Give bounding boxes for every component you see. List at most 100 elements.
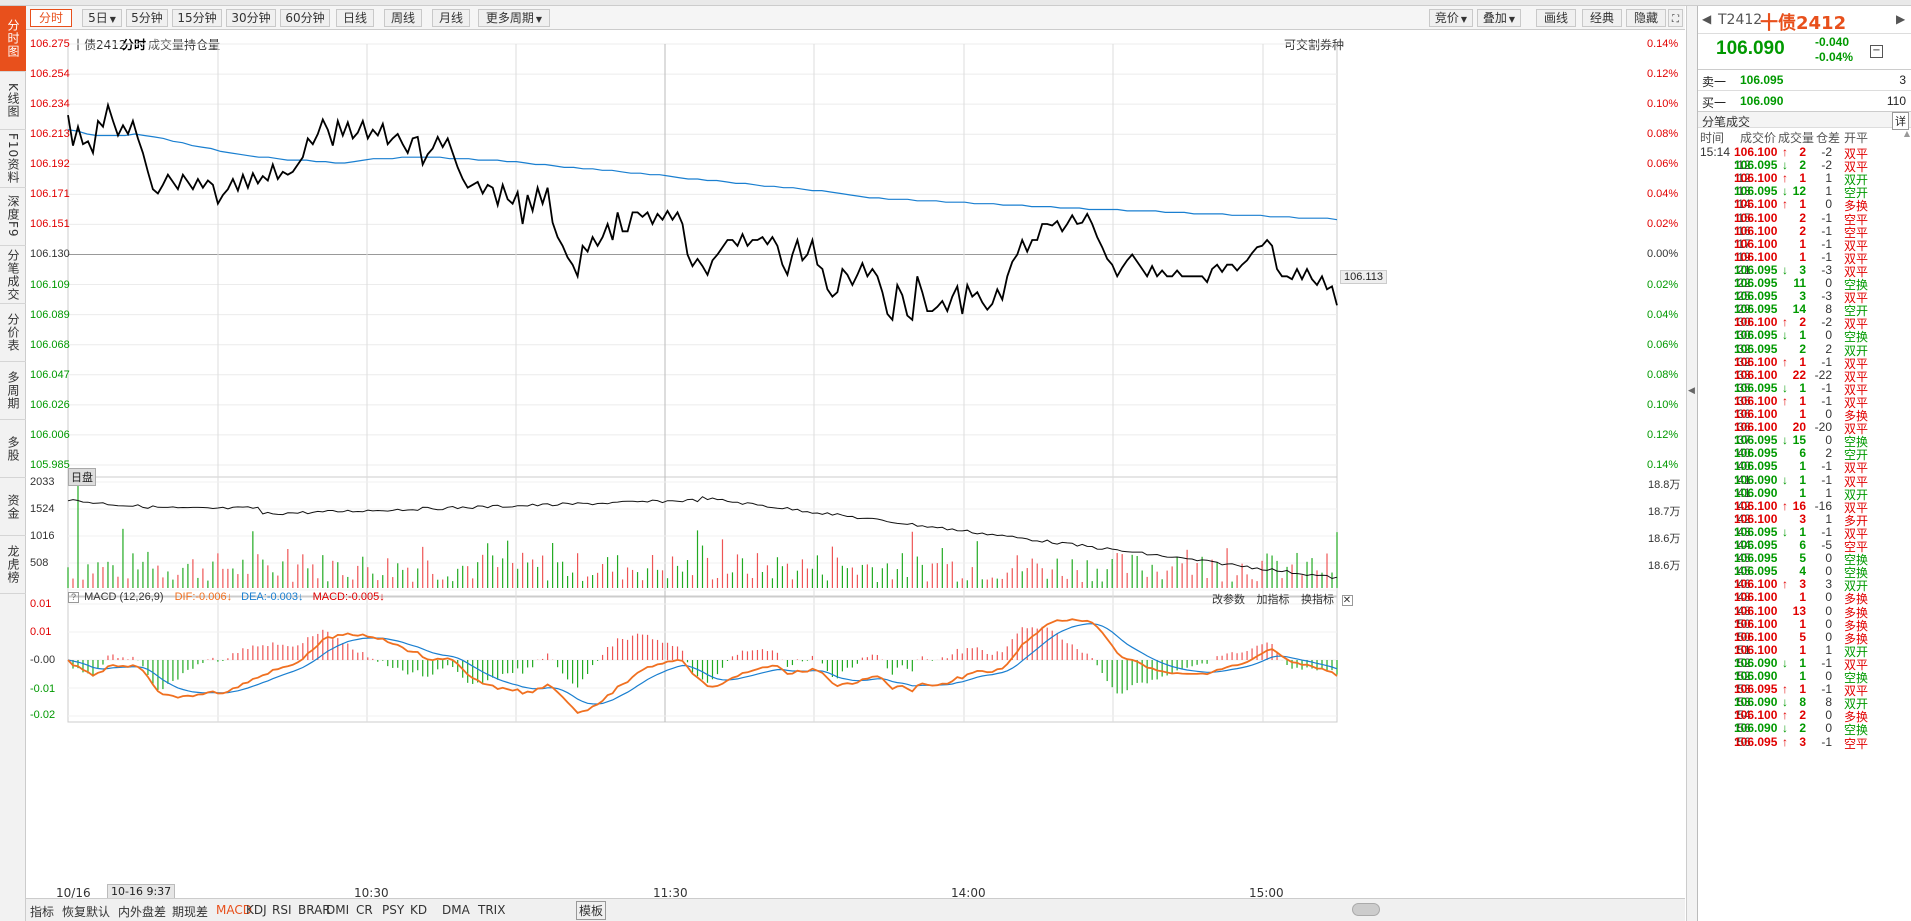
tick-row[interactable]: :12 106.100 ↑ 1 1 双开 xyxy=(1698,170,1911,187)
tick-row[interactable]: :42 106.100 3 1 多开 xyxy=(1698,511,1911,528)
fullscreen-button[interactable]: ⛶ xyxy=(1668,9,1683,27)
tick-row[interactable]: :13 106.095 ↓ 12 1 空开 xyxy=(1698,183,1911,200)
indicator-tab[interactable]: MACD xyxy=(216,903,252,917)
add-indicator-button[interactable]: 加指标 xyxy=(1256,593,1290,606)
panel-splitter[interactable]: ◀ xyxy=(1686,6,1697,921)
tab-volume[interactable]: 成交量 xyxy=(148,38,185,52)
help-icon[interactable]: ? xyxy=(68,592,79,603)
tick-row[interactable]: :36 106.100 20 -20 双平 xyxy=(1698,419,1911,436)
tick-row[interactable]: 15:14 106.100 ↑ 2 -2 双平 xyxy=(1698,144,1911,161)
tick-row[interactable]: :33 106.100 22 -22 双平 xyxy=(1698,367,1911,384)
tick-row[interactable]: :25 106.095 3 -3 双平 xyxy=(1698,288,1911,305)
indicator-tab[interactable]: 恢复默认 xyxy=(62,905,111,919)
close-icon[interactable]: ✕ xyxy=(1341,595,1353,606)
indicator-tab[interactable]: BRAR xyxy=(298,903,331,917)
tick-row[interactable]: :29 106.095 14 8 空开 xyxy=(1698,301,1911,318)
indicator-tab[interactable]: RSI xyxy=(272,903,292,917)
edit-params-button[interactable]: 改参数 xyxy=(1212,593,1245,606)
indicator-tab[interactable]: TRIX xyxy=(478,903,506,917)
tick-row[interactable]: :45 106.095 5 0 空换 xyxy=(1698,550,1911,567)
next-symbol-icon[interactable]: ▶ xyxy=(1896,12,1906,26)
tick-row[interactable]: :35 106.095 ↓ 1 -1 双平 xyxy=(1698,380,1911,397)
period-button[interactable]: 分时 xyxy=(30,9,72,27)
period-button[interactable]: 日线 xyxy=(336,9,374,27)
tick-row[interactable]: :30 106.100 ↑ 2 -2 双平 xyxy=(1698,314,1911,331)
tick-row[interactable]: :41 106.090 1 1 双开 xyxy=(1698,485,1911,502)
tool-button[interactable]: 叠加 ▼ xyxy=(1477,9,1521,27)
collapse-arrow-icon[interactable]: ◀ xyxy=(1688,386,1695,396)
tick-row[interactable]: :51 106.100 1 1 双开 xyxy=(1698,642,1911,659)
left-nav-item[interactable]: K线图 xyxy=(0,72,26,130)
period-button[interactable]: 月线 xyxy=(432,9,470,27)
period-button[interactable]: 15分钟 xyxy=(172,9,222,27)
tick-row[interactable]: :53 106.095 ↑ 1 -1 双平 xyxy=(1698,681,1911,698)
tick-row[interactable]: :50 106.100 1 0 多换 xyxy=(1698,616,1911,633)
indicator-tab[interactable]: CR xyxy=(356,903,373,917)
tick-row[interactable]: :16 106.100 2 -1 空平 xyxy=(1698,223,1911,240)
ticks-list[interactable]: 15:14 106.100 ↑ 2 -2 双平:12 106.095 ↓ 2 -2 双平:12 106… xyxy=(1698,144,1911,921)
deliverable-bonds-link[interactable]: 可交割券种 xyxy=(1284,38,1345,52)
tick-row[interactable]: :42 106.100 ↑ 16 -16 双平 xyxy=(1698,498,1911,515)
period-button[interactable]: 周线 xyxy=(384,9,422,27)
tick-row[interactable]: :36 106.100 1 0 多换 xyxy=(1698,406,1911,423)
tick-row[interactable]: :12 106.095 ↓ 2 -2 双平 xyxy=(1698,157,1911,174)
left-nav-item[interactable]: F10资料 xyxy=(0,130,26,188)
tool-button[interactable]: 隐藏 xyxy=(1626,9,1666,27)
tab-open-interest[interactable]: 持仓量 xyxy=(184,38,221,52)
minimize-icon[interactable]: − xyxy=(1870,45,1883,58)
tick-row[interactable]: :41 106.090 ↓ 1 -1 双平 xyxy=(1698,472,1911,489)
tick-row[interactable]: :40 106.095 6 2 空开 xyxy=(1698,445,1911,462)
tick-row[interactable]: :44 106.095 6 -5 空平 xyxy=(1698,537,1911,554)
period-button[interactable]: 5日 ▼ xyxy=(82,9,122,27)
left-nav-item[interactable]: 深度F9 xyxy=(0,188,26,246)
period-button[interactable]: 5分钟 xyxy=(126,9,168,27)
tick-row[interactable]: :15 106.100 2 -1 空平 xyxy=(1698,210,1911,227)
tick-row[interactable]: :45 106.095 4 0 空换 xyxy=(1698,563,1911,580)
left-nav-item[interactable]: 分笔成交 xyxy=(0,246,26,304)
left-nav-item[interactable]: 多股 xyxy=(0,420,26,478)
tick-row[interactable]: :48 106.100 1 0 多换 xyxy=(1698,589,1911,606)
prev-symbol-icon[interactable]: ◀ xyxy=(1702,12,1712,26)
tab-intraday[interactable]: 分时 xyxy=(122,38,147,52)
chart-area[interactable] xyxy=(26,30,1685,898)
indicator-tab[interactable]: 期现差 xyxy=(172,905,209,919)
tick-row[interactable]: :48 106.100 13 0 多换 xyxy=(1698,603,1911,620)
indicator-tab[interactable]: 模板 xyxy=(576,901,607,920)
tool-button[interactable]: 竞价 ▼ xyxy=(1429,9,1473,27)
tool-button[interactable]: 画线 xyxy=(1536,9,1576,27)
scroll-up-icon[interactable]: ▲ xyxy=(1903,129,1910,138)
tick-row[interactable]: :40 106.095 1 -1 双平 xyxy=(1698,458,1911,475)
tick-row[interactable]: :21 106.095 ↓ 3 -3 双平 xyxy=(1698,262,1911,279)
tick-row[interactable]: :52 106.090 1 0 空换 xyxy=(1698,668,1911,685)
tick-row[interactable]: :17 106.100 1 -1 双平 xyxy=(1698,236,1911,253)
tick-row[interactable]: :14 106.100 ↑ 1 0 多换 xyxy=(1698,196,1911,213)
period-button[interactable]: 30分钟 xyxy=(226,9,276,27)
left-nav-item[interactable]: 资金 xyxy=(0,478,26,536)
tick-row[interactable]: :35 106.100 ↑ 1 -1 双平 xyxy=(1698,393,1911,410)
indicator-tab[interactable]: KD xyxy=(410,903,428,917)
left-nav-item[interactable]: 分价表 xyxy=(0,304,26,362)
change-indicator-button[interactable]: 换指标 xyxy=(1301,593,1334,606)
tick-row[interactable]: :32 106.100 ↑ 1 -1 双平 xyxy=(1698,354,1911,371)
indicator-tab[interactable]: DMI xyxy=(326,903,350,917)
tool-button[interactable]: 经典 xyxy=(1582,9,1622,27)
tick-row[interactable]: :52 106.090 ↓ 1 -1 双平 xyxy=(1698,655,1911,672)
indicator-tab[interactable]: DMA xyxy=(442,903,470,917)
tick-row[interactable]: :32 106.095 2 2 双开 xyxy=(1698,341,1911,358)
tick-row[interactable]: :19 106.100 1 -1 双平 xyxy=(1698,249,1911,266)
left-nav-item[interactable]: 龙虎榜 xyxy=(0,536,26,594)
indicator-tab[interactable]: KDJ xyxy=(246,903,267,917)
left-nav-item[interactable]: 分时图 xyxy=(0,6,26,72)
tick-row[interactable]: :53 106.090 ↓ 8 8 双开 xyxy=(1698,694,1911,711)
indicator-tab[interactable]: 指标 xyxy=(30,905,55,919)
tick-row[interactable]: :56 106.090 ↓ 2 0 空换 xyxy=(1698,720,1911,737)
indicator-tab[interactable]: PSY xyxy=(382,903,405,917)
detail-button[interactable]: 详 xyxy=(1892,112,1909,130)
tick-row[interactable]: :54 106.100 ↑ 2 0 多换 xyxy=(1698,707,1911,724)
period-button[interactable]: 更多周期 ▼ xyxy=(478,9,550,27)
tick-row[interactable]: :22 106.095 11 0 空换 xyxy=(1698,275,1911,292)
tick-row[interactable]: :56 106.095 ↑ 3 -1 空平 xyxy=(1698,734,1911,751)
toggle-switch[interactable] xyxy=(1352,903,1380,916)
period-button[interactable]: 60分钟 xyxy=(280,9,330,27)
tick-row[interactable]: :30 106.095 ↓ 1 0 空换 xyxy=(1698,327,1911,344)
